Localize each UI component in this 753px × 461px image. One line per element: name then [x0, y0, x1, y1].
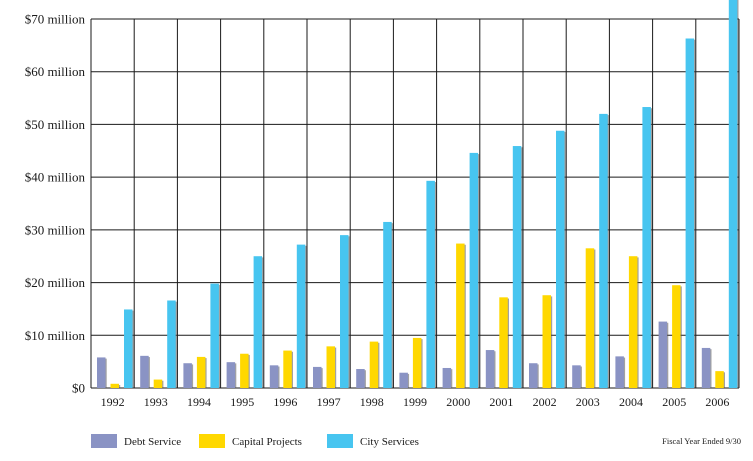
x-tick-label: 1997 [317, 395, 341, 409]
grid-lines [90, 18, 740, 389]
bars [97, 0, 739, 388]
x-tick-label: 2001 [489, 395, 513, 409]
bar-debt-service [356, 369, 365, 388]
legend-swatch [327, 434, 353, 448]
bar-city-services [340, 235, 349, 388]
bar-debt-service [701, 347, 711, 388]
bar-capital-projects [542, 295, 551, 388]
bar-debt-service [313, 366, 322, 388]
bar-debt-service [658, 321, 668, 388]
x-tick-label: 2006 [705, 395, 729, 409]
bar-debt-service [269, 365, 279, 388]
bar-city-services [383, 221, 392, 388]
bar-city-services [599, 113, 608, 388]
y-tick-label: $10 million [25, 328, 86, 343]
bar-city-services [167, 300, 176, 388]
bar-city-services [426, 180, 435, 388]
bar-capital-projects [326, 346, 335, 388]
bar-capital-projects [715, 371, 724, 388]
y-tick-label: $60 million [25, 64, 86, 79]
x-tick-label: 1998 [360, 395, 384, 409]
bar-debt-service [226, 362, 236, 388]
x-tick-label: 2002 [533, 395, 557, 409]
x-tick-label: 2000 [446, 395, 470, 409]
x-tick-label: 1996 [273, 395, 297, 409]
y-tick-label: $40 million [25, 170, 86, 185]
bar-capital-projects [585, 248, 595, 388]
bar-debt-service [572, 365, 581, 388]
bar-capital-projects [456, 243, 465, 388]
bar-capital-projects [672, 285, 681, 388]
x-tick-label: 1995 [230, 395, 254, 409]
bar-city-services [296, 244, 306, 388]
bar-city-services [728, 0, 738, 388]
y-tick-label: $70 million [25, 12, 86, 27]
bar-capital-projects [240, 353, 249, 388]
bar-debt-service [485, 350, 495, 388]
x-tick-label: 2003 [576, 395, 600, 409]
bar-debt-service [97, 357, 106, 388]
bar-city-services [469, 152, 479, 388]
bar-city-services [556, 130, 565, 388]
x-tick-label: 1993 [144, 395, 168, 409]
bar-city-services [512, 146, 522, 388]
legend-label: Debt Service [124, 436, 181, 448]
bar-debt-service [529, 363, 538, 388]
bar-capital-projects [110, 383, 119, 388]
bar-city-services [253, 256, 263, 388]
x-tick-label: 2004 [619, 395, 643, 409]
x-tick-label: 1992 [101, 395, 125, 409]
legend: Debt Service Capital Projects City Service… [91, 434, 419, 448]
bar-city-services [210, 283, 219, 388]
bar-debt-service [183, 363, 192, 388]
x-tick-label: 2005 [662, 395, 686, 409]
bar-capital-projects [153, 379, 163, 388]
y-tick-label: $30 million [25, 222, 86, 237]
axes: $0 $10 million $20 million $30 million $40 m… [25, 12, 730, 410]
x-tick-label: 1999 [403, 395, 427, 409]
bar-debt-service [140, 355, 149, 388]
fiscal-year-note: Fiscal Year Ended 9/30 [662, 436, 741, 446]
bar-city-services [642, 107, 651, 388]
legend-label: Capital Projects [232, 436, 302, 448]
bar-capital-projects [369, 341, 379, 388]
legend-swatch [199, 434, 225, 448]
bar-city-services [685, 38, 695, 388]
bar-debt-service [615, 356, 624, 388]
bar-capital-projects [283, 350, 292, 388]
bar-debt-service [442, 367, 452, 388]
bar-debt-service [399, 372, 408, 388]
bar-city-services [124, 309, 133, 388]
legend-swatch [91, 434, 117, 448]
legend-label: City Services [360, 436, 419, 448]
y-tick-label: $50 million [25, 117, 86, 132]
bar-capital-projects [499, 297, 508, 388]
y-tick-label: $0 [72, 381, 85, 396]
bar-capital-projects [628, 256, 638, 388]
bar-capital-projects [196, 356, 206, 388]
bar-capital-projects [412, 337, 422, 388]
y-tick-label: $20 million [25, 275, 86, 290]
x-tick-label: 1994 [187, 395, 211, 409]
